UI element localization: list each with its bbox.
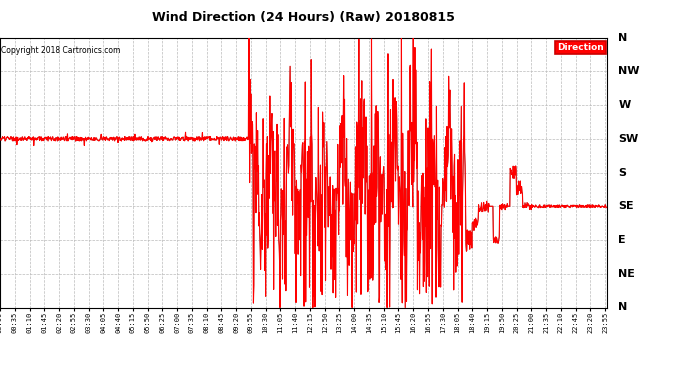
Text: Direction: Direction xyxy=(558,43,604,52)
Text: N: N xyxy=(618,33,628,42)
Text: SE: SE xyxy=(618,201,634,211)
Text: N: N xyxy=(618,303,628,312)
Text: NE: NE xyxy=(618,269,635,279)
Text: NW: NW xyxy=(618,66,640,76)
Text: Copyright 2018 Cartronics.com: Copyright 2018 Cartronics.com xyxy=(1,46,120,55)
Text: Wind Direction (24 Hours) (Raw) 20180815: Wind Direction (24 Hours) (Raw) 20180815 xyxy=(152,11,455,24)
Text: S: S xyxy=(618,168,627,177)
Text: SW: SW xyxy=(618,134,638,144)
Text: E: E xyxy=(618,235,626,245)
Text: W: W xyxy=(618,100,631,110)
